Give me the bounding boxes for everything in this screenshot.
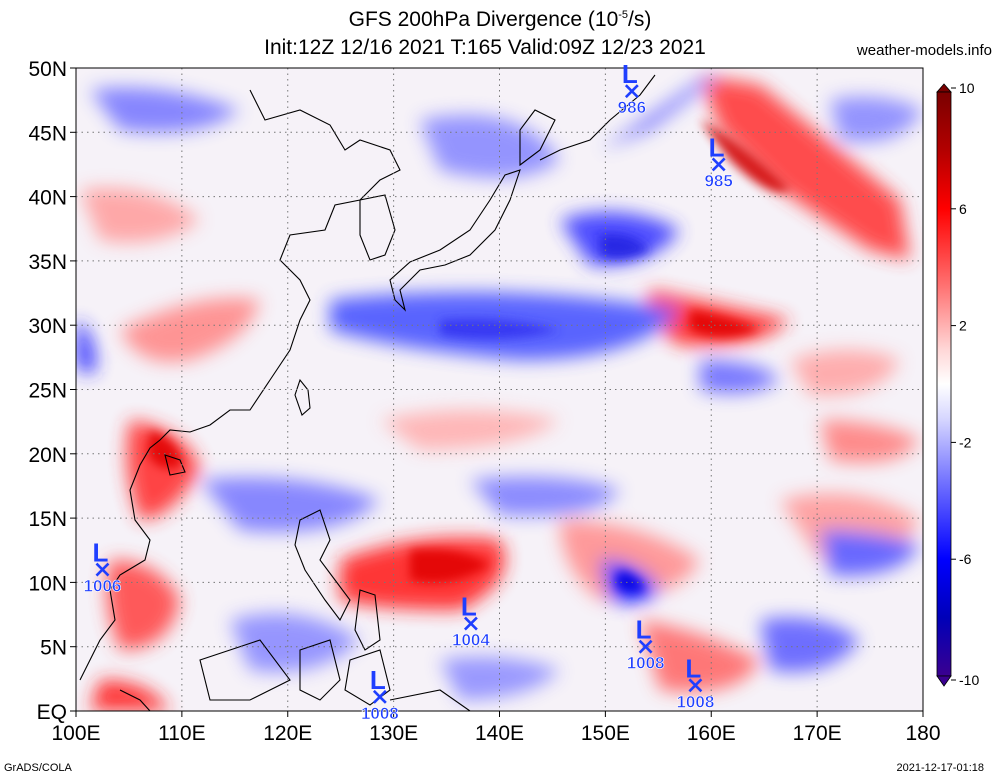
lon-tick-label: 140E: [475, 722, 524, 745]
low-pressure-center: L 986: [617, 59, 646, 117]
lon-tick-label: 130E: [369, 722, 418, 745]
colorbar-label: 6: [959, 201, 967, 217]
colorbar-label: -6: [959, 551, 972, 567]
low-symbol: L: [685, 653, 701, 683]
lat-lon-grid: [76, 68, 923, 711]
lat-tick-label: 25N: [28, 380, 67, 403]
colorbar: 10 6 2 -2 -6 -10: [936, 80, 979, 688]
colorbar-label: 10: [959, 80, 975, 96]
low-pressure-center: L 985: [704, 132, 733, 190]
colorbar-label: -2: [959, 434, 972, 450]
divergence-field: [76, 68, 923, 711]
low-pressure-value: 986: [618, 98, 646, 117]
low-pressure-markers: L 986 L 985 L 1006 L 1004 L 1008 L 1008 L 1008: [83, 59, 733, 723]
low-pressure-value: 1004: [452, 631, 490, 650]
low-pressure-value: 1008: [676, 692, 714, 711]
low-x-marker: [638, 639, 653, 654]
low-pressure-center: L 1006: [83, 538, 122, 596]
lon-tick-label: 170E: [793, 722, 842, 745]
lat-tick-label: 10N: [28, 572, 67, 595]
low-pressure-center: L 1008: [676, 653, 714, 711]
low-symbol: L: [92, 538, 108, 568]
axis-ticks: 100E 110E 120E 130E 140E 150E 160E 170E 180 EQ 5N 1…: [28, 58, 940, 745]
low-x-marker: [463, 616, 478, 631]
low-pressure-value: 1008: [361, 704, 399, 723]
lon-tick-label: 120E: [263, 722, 312, 745]
lon-tick-label: 100E: [51, 722, 100, 745]
low-pressure-center: L 1008: [626, 615, 665, 673]
lon-tick-label: 110E: [158, 722, 206, 745]
map-subtitle: Init:12Z 12/16 2021 T:165 Valid:09Z 12/2…: [264, 36, 706, 59]
low-x-marker: [624, 84, 639, 99]
lon-tick-label: 150E: [581, 722, 630, 745]
lat-tick-label: EQ: [37, 701, 67, 724]
software-credit: GrADS/COLA: [4, 762, 72, 774]
map-title: GFS 200hPa Divergence (10-5/s): [348, 8, 652, 31]
low-x-marker: [372, 689, 387, 704]
lat-tick-label: 50N: [28, 58, 67, 81]
lat-tick-label: 35N: [28, 251, 67, 274]
timestamp: 2021-12-17-01:18: [896, 762, 984, 774]
low-pressure-value: 1006: [84, 577, 122, 596]
low-x-marker: [711, 157, 726, 172]
colorbar-label: -10: [959, 672, 979, 688]
low-pressure-center: L 1004: [452, 592, 491, 650]
lat-tick-label: 20N: [28, 444, 67, 467]
low-symbol: L: [461, 592, 477, 622]
lat-tick-label: 40N: [28, 187, 67, 210]
low-symbol: L: [636, 615, 652, 645]
site-credit: weather-models.info: [856, 42, 992, 59]
lat-tick-label: 5N: [40, 637, 67, 660]
low-pressure-center: L 1008: [361, 665, 399, 723]
low-x-marker: [688, 678, 703, 693]
lat-tick-label: 30N: [28, 315, 67, 338]
low-symbol: L: [370, 665, 386, 695]
coastlines: [79, 74, 656, 711]
lat-tick-label: 45N: [28, 122, 67, 145]
low-pressure-value: 1008: [627, 654, 665, 673]
low-x-marker: [95, 562, 110, 577]
lat-tick-label: 15N: [28, 508, 67, 531]
colorbar-label: 2: [959, 318, 967, 334]
low-pressure-value: 985: [704, 171, 732, 190]
lon-tick-label: 180: [905, 722, 940, 745]
low-symbol: L: [622, 59, 638, 89]
lon-tick-label: 160E: [687, 722, 736, 745]
low-symbol: L: [709, 132, 725, 162]
